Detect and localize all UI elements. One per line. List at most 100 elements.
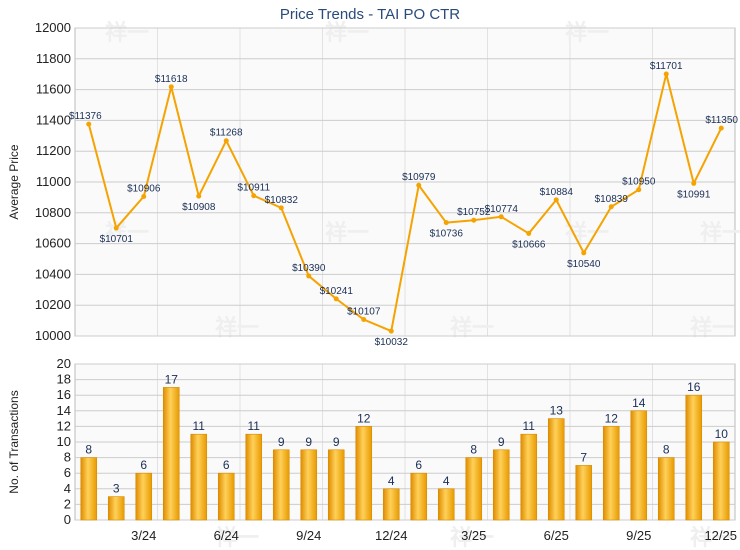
price-data-label: $10032 bbox=[375, 337, 409, 348]
price-data-label: $10979 bbox=[402, 172, 436, 183]
watermark-text: 祥一 bbox=[105, 20, 149, 46]
price-ytick-label: 10800 bbox=[35, 205, 71, 220]
transactions-bar bbox=[547, 418, 565, 521]
transactions-bar bbox=[355, 426, 373, 521]
price-data-label: $10908 bbox=[182, 202, 216, 213]
transactions-ytick-label: 18 bbox=[57, 372, 71, 387]
price-series-line bbox=[87, 73, 723, 333]
price-point bbox=[251, 193, 257, 199]
transactions-bar bbox=[465, 457, 483, 521]
price-ytick-label: 10400 bbox=[35, 266, 71, 281]
watermark-text: 祥一 bbox=[215, 315, 259, 341]
transactions-bar bbox=[272, 449, 290, 521]
price-data-label: $10906 bbox=[127, 183, 161, 194]
price-data-label: $10666 bbox=[512, 239, 546, 250]
price-axis-title: Average Price bbox=[7, 144, 21, 219]
transactions-bar bbox=[685, 394, 703, 521]
transactions-bar bbox=[245, 433, 263, 521]
price-point bbox=[416, 182, 422, 188]
x-tick-label: 9/25 bbox=[626, 528, 651, 543]
transactions-data-label: 13 bbox=[550, 404, 564, 418]
price-data-label: $10774 bbox=[485, 204, 519, 215]
transactions-bar bbox=[300, 449, 318, 521]
price-point bbox=[553, 197, 559, 203]
transactions-data-label: 6 bbox=[223, 458, 230, 472]
transactions-data-label: 3 bbox=[113, 482, 120, 496]
price-data-label: $11618 bbox=[155, 74, 188, 85]
transactions-ytick-label: 20 bbox=[57, 356, 71, 371]
price-ytick-label: 11800 bbox=[36, 51, 71, 66]
price-point bbox=[333, 296, 339, 302]
watermark-text: 祥一 bbox=[450, 525, 494, 550]
transactions-data-label: 9 bbox=[498, 435, 505, 449]
transactions-data-label: 9 bbox=[278, 435, 285, 449]
transactions-bar bbox=[327, 449, 345, 521]
watermark-text: 祥一 bbox=[565, 220, 609, 246]
price-data-label: $10241 bbox=[320, 286, 354, 297]
price-data-label: $11268 bbox=[210, 128, 243, 139]
transactions-bar bbox=[410, 472, 428, 521]
transactions-ytick-label: 4 bbox=[64, 481, 71, 496]
transactions-data-label: 8 bbox=[470, 443, 477, 457]
transactions-data-label: 4 bbox=[443, 474, 450, 488]
transactions-data-label: 9 bbox=[333, 435, 340, 449]
x-tick-label: 12/25 bbox=[704, 528, 737, 543]
price-data-label: $10911 bbox=[237, 183, 270, 194]
transactions-data-label: 14 bbox=[632, 396, 646, 410]
x-tick-label: 9/24 bbox=[296, 528, 321, 543]
transactions-data-label: 7 bbox=[580, 450, 587, 464]
price-point bbox=[278, 205, 284, 211]
transactions-bar bbox=[520, 433, 538, 521]
transactions-axis-title: No. of Transactions bbox=[7, 390, 21, 493]
transactions-bar bbox=[630, 410, 648, 521]
price-data-label: $10832 bbox=[265, 195, 299, 206]
transactions-ytick-label: 12 bbox=[57, 418, 71, 433]
transactions-bar bbox=[107, 496, 125, 521]
price-data-label: $10839 bbox=[595, 194, 629, 205]
price-ytick-label: 10600 bbox=[35, 236, 71, 251]
transactions-bar bbox=[190, 433, 208, 521]
transactions-ytick-label: 10 bbox=[57, 434, 71, 449]
watermark-text: 祥一 bbox=[325, 20, 369, 46]
price-data-label: $11376 bbox=[69, 111, 102, 122]
price-point bbox=[663, 71, 669, 77]
price-point bbox=[86, 121, 92, 127]
transactions-data-label: 6 bbox=[415, 458, 422, 472]
price-point bbox=[608, 204, 614, 210]
transactions-data-label: 6 bbox=[140, 458, 147, 472]
transactions-data-label: 9 bbox=[305, 435, 312, 449]
transactions-bar bbox=[492, 449, 510, 521]
watermark-text: 祥一 bbox=[450, 315, 494, 341]
price-data-label: $10736 bbox=[430, 229, 464, 240]
price-point bbox=[196, 193, 202, 199]
price-data-label: $10540 bbox=[567, 259, 601, 270]
price-point bbox=[691, 180, 697, 186]
transactions-data-label: 12 bbox=[605, 411, 619, 425]
transactions-ytick-label: 0 bbox=[64, 512, 71, 527]
transactions-bar bbox=[602, 426, 620, 521]
watermark-text: 祥一 bbox=[690, 525, 734, 550]
transactions-data-label: 11 bbox=[248, 419, 261, 433]
price-point bbox=[168, 84, 174, 90]
transactions-bar bbox=[135, 472, 153, 521]
price-data-label: $10884 bbox=[540, 187, 574, 198]
transactions-ytick-label: 16 bbox=[57, 387, 71, 402]
price-ytick-label: 10000 bbox=[35, 328, 71, 343]
transactions-data-label: 11 bbox=[523, 419, 536, 433]
transactions-data-label: 16 bbox=[687, 380, 701, 394]
transactions-ytick-label: 2 bbox=[64, 496, 71, 511]
transactions-bar bbox=[575, 465, 593, 521]
watermark-text: 祥一 bbox=[215, 525, 259, 550]
transactions-data-label: 4 bbox=[388, 474, 395, 488]
price-point bbox=[498, 214, 504, 220]
price-point bbox=[636, 187, 642, 193]
price-data-label: $10107 bbox=[347, 307, 381, 318]
price-point bbox=[443, 220, 449, 226]
price-data-label: $11350 bbox=[705, 115, 738, 126]
transactions-bar bbox=[382, 488, 400, 521]
price-point bbox=[361, 317, 367, 323]
transactions-data-label: 10 bbox=[715, 427, 729, 441]
chart-title: Price Trends - TAI PO CTR bbox=[279, 6, 461, 23]
